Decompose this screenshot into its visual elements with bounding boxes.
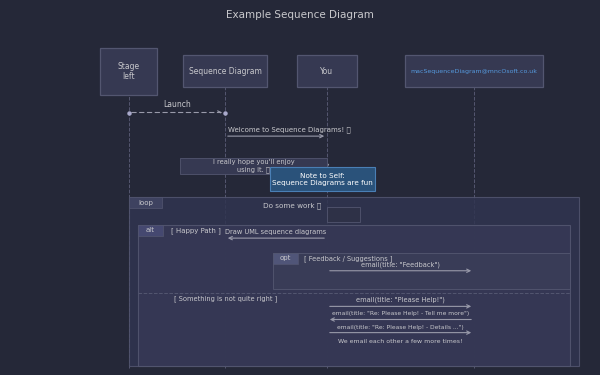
Text: email(title: "Feedback"): email(title: "Feedback") (361, 261, 440, 268)
Text: Launch: Launch (163, 100, 191, 109)
FancyBboxPatch shape (100, 48, 157, 95)
Bar (180, 158, 327, 174)
Bar (129, 197, 162, 208)
Text: We email each other a few more times!: We email each other a few more times! (338, 339, 463, 344)
Text: Stage
left: Stage left (118, 62, 140, 81)
Bar (273, 253, 570, 289)
Text: Welcome to Sequence Diagrams! 📨: Welcome to Sequence Diagrams! 📨 (228, 126, 351, 133)
Text: Sequence Diagram: Sequence Diagram (188, 67, 262, 76)
Text: email(title: "Re: Please Help! - Details ..."): email(title: "Re: Please Help! - Details… (337, 325, 464, 330)
Text: [ Feedback / Suggestions ]: [ Feedback / Suggestions ] (304, 255, 392, 262)
Text: Note to Self:
Sequence Diagrams are fun: Note to Self: Sequence Diagrams are fun (272, 172, 373, 186)
Text: Example Sequence Diagram: Example Sequence Diagram (226, 10, 374, 20)
Text: You: You (320, 67, 334, 76)
FancyBboxPatch shape (183, 56, 267, 87)
Bar (138, 225, 163, 236)
Text: alt: alt (146, 227, 155, 233)
Text: [ Something is not quite right ]: [ Something is not quite right ] (174, 296, 277, 302)
Bar (129, 197, 579, 366)
Bar (273, 253, 298, 264)
Text: [ Happy Path ]: [ Happy Path ] (171, 227, 221, 234)
Bar (138, 225, 570, 366)
Text: email(title: "Re: Please Help! - Tell me more"): email(title: "Re: Please Help! - Tell me… (332, 312, 469, 316)
FancyBboxPatch shape (297, 56, 357, 87)
Bar (327, 207, 360, 222)
Text: Do some work 💤: Do some work 💤 (263, 202, 321, 209)
FancyBboxPatch shape (405, 56, 543, 87)
Bar (270, 167, 375, 191)
Text: loop: loop (138, 200, 153, 206)
Text: opt: opt (280, 255, 291, 261)
Text: email(title: "Please Help!"): email(title: "Please Help!") (356, 297, 445, 303)
Text: I really hope you'll enjoy
using it. 👍: I really hope you'll enjoy using it. 👍 (212, 159, 295, 173)
Text: macSequenceDiagram@mncOsoft.co.uk: macSequenceDiagram@mncOsoft.co.uk (410, 69, 538, 74)
Text: Draw UML sequence diagrams: Draw UML sequence diagrams (226, 229, 326, 235)
